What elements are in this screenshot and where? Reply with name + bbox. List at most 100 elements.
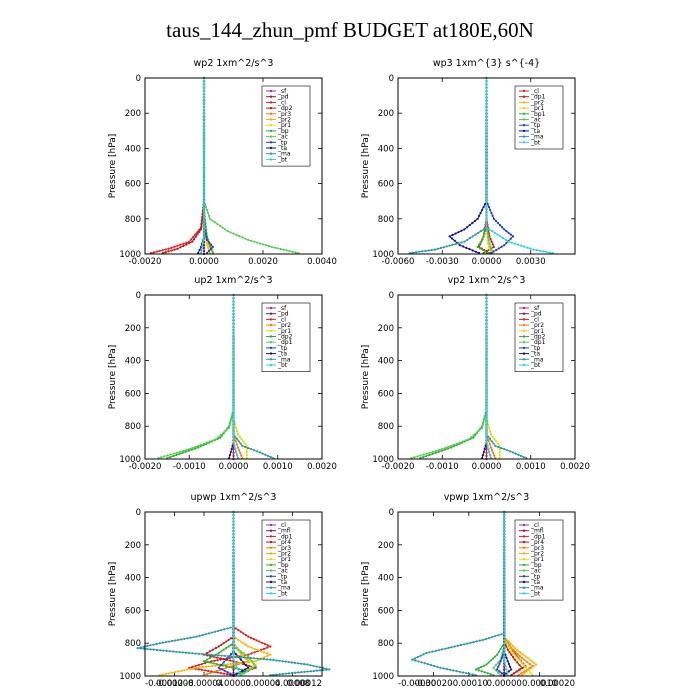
legend-item: _bt [519,139,541,146]
data-point [185,241,188,244]
legend-item: _pr2 [266,551,291,558]
y-tick-label: 600 [378,180,394,190]
data-point [225,640,228,643]
legend-marker [522,112,526,116]
data-point [225,658,228,661]
data-point [202,156,206,159]
data-point [202,159,206,162]
data-point [194,664,197,668]
data-point [214,664,217,667]
data-point [263,642,266,646]
data-point [230,447,233,450]
data-point [485,159,488,162]
data-point [259,650,262,653]
data-point [266,646,269,649]
x-tick-label: 0.0020 [307,462,337,472]
data-point [189,667,192,671]
data-point [202,95,206,99]
data-point [276,247,279,250]
data-point [253,651,256,654]
y-tick-label: 200 [378,541,394,551]
data-point [227,655,230,658]
data-point [520,672,523,675]
legend-item: _bt [266,590,288,597]
legend-label: _tp [277,139,287,146]
legend-label: _pr1 [277,122,291,129]
data-point [492,442,495,445]
legend-marker [269,358,273,361]
data-point [202,249,206,253]
y-tick-label: 200 [125,324,141,334]
data-point [193,447,197,450]
data-point [152,251,155,254]
data-point [527,669,530,672]
data-point [503,632,506,636]
data-point [232,306,235,309]
legend-label: _ma [530,356,544,363]
data-point [522,664,526,667]
data-point [509,642,512,645]
data-point [493,437,496,441]
data-point [479,230,483,233]
data-point [506,660,509,663]
legend-item: _dp1 [519,533,546,540]
legend-item: _dp2 [266,105,293,112]
data-point [166,454,169,457]
data-point [202,130,206,133]
x-tick-label: -0.0020 [382,462,415,472]
legend-marker [269,106,273,110]
data-point [232,619,235,623]
x-tick-label: 0.0000 [472,462,502,472]
data-point [448,244,451,247]
data-point [475,431,478,434]
x-tick-label: -0.0010 [173,462,206,472]
legend-label: _pr4 [277,539,291,546]
data-point [202,127,206,130]
data-point [513,647,516,650]
data-point [235,437,239,441]
series-pr1 [485,293,501,460]
data-point [500,446,503,450]
data-point [256,450,259,453]
data-point [506,648,509,651]
data-point [503,626,506,629]
data-point [232,559,235,562]
data-point [232,425,235,428]
legend-label: _ac [277,134,288,141]
data-point [242,661,245,664]
data-point [253,647,256,650]
data-point [232,345,235,348]
data-point [498,454,501,457]
data-point [243,656,246,659]
legend-marker [269,135,273,138]
data-point [505,241,508,245]
data-point [228,453,232,457]
data-point [249,656,253,660]
data-point [232,409,235,412]
data-point [437,450,440,453]
legend-box [514,302,564,372]
data-point [184,450,187,453]
data-point [205,235,208,238]
data-point [202,244,206,247]
data-point [489,659,492,662]
legend-label: _ta [277,579,287,586]
data-point [460,229,463,232]
y-tick-label: 0 [389,291,394,301]
data-point [489,446,493,449]
legend-marker [269,341,273,344]
data-point [270,245,273,249]
data-point [211,664,214,668]
data-point [485,172,488,175]
data-point [503,648,506,652]
data-point [503,530,506,533]
data-point [510,241,513,244]
y-tick-label: 800 [125,639,141,649]
data-point [254,660,257,663]
data-point [200,222,203,225]
data-point [238,670,241,674]
legend-marker [269,363,273,367]
series-line [233,295,248,459]
data-point [200,225,203,228]
data-point [220,433,223,436]
